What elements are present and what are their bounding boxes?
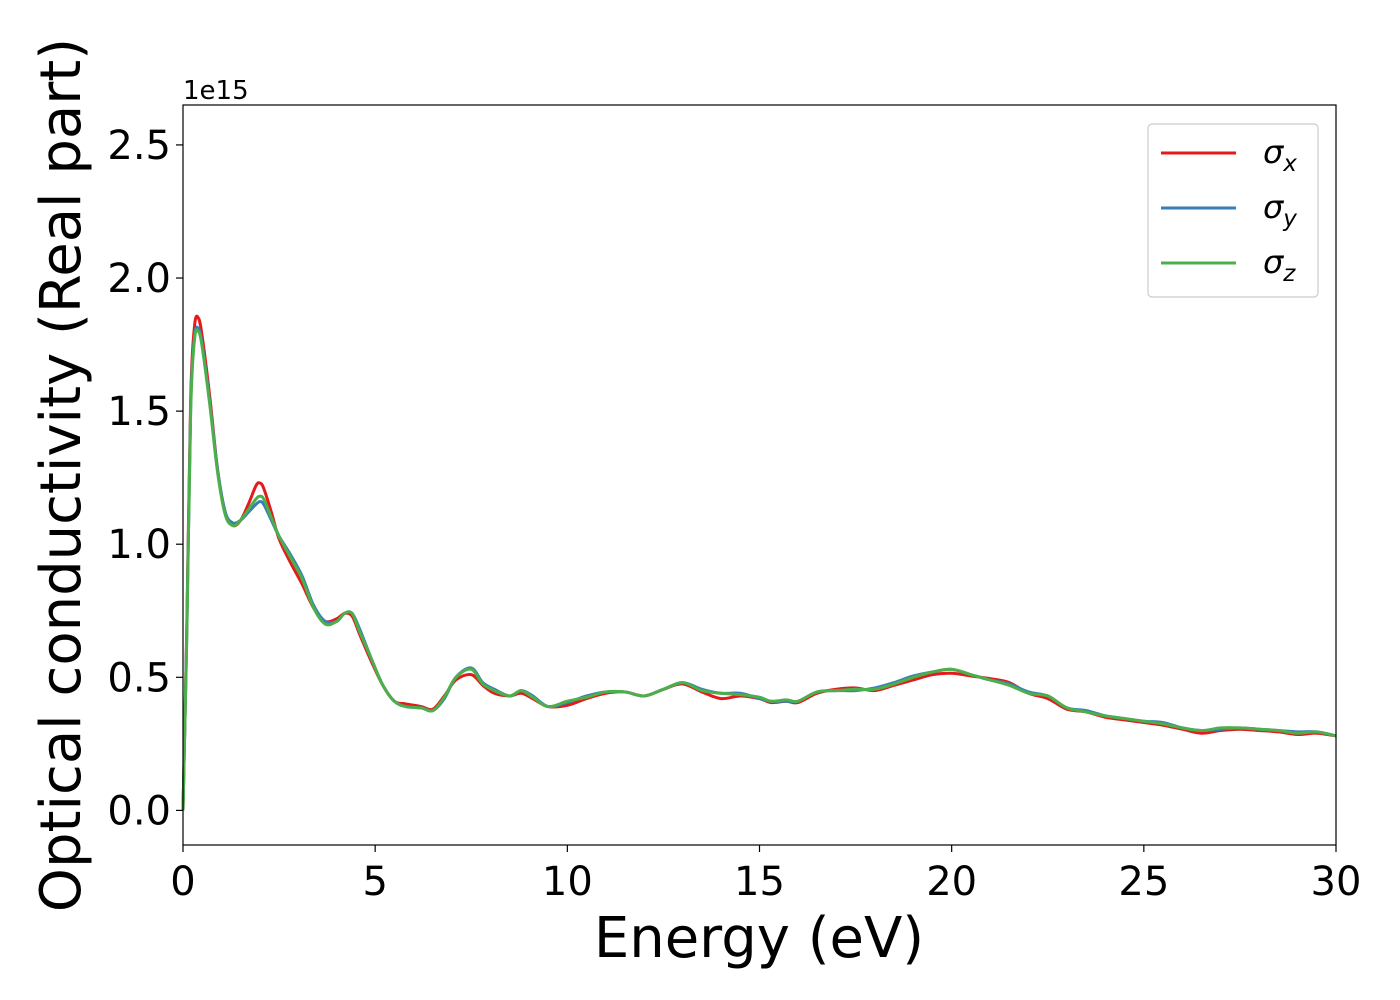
y-tick-label: 0.0: [107, 788, 171, 834]
legend-box: [1147, 123, 1319, 298]
series-line-z: [181, 328, 1337, 811]
y-tick-label: 1.5: [107, 389, 171, 435]
x-tick-label: 10: [542, 859, 593, 905]
x-axis: 0 5 10 15 20 25 30: [170, 845, 1361, 905]
legend-label-subscript: z: [1282, 261, 1296, 287]
legend-label-subscript: y: [1282, 206, 1297, 232]
legend-label-base: σ: [1263, 188, 1285, 226]
legend-label-y: σy: [1263, 188, 1297, 232]
legend-label-base: σ: [1263, 133, 1285, 171]
x-tick-label: 0: [170, 859, 195, 905]
y-tick-label: 2.5: [107, 123, 171, 169]
legend-label-subscript: x: [1282, 151, 1297, 177]
x-tick-label: 15: [734, 859, 785, 905]
x-axis-title: Energy (eV): [594, 906, 924, 971]
y-axis: 0.0 0.5 1.0 1.5 2.0 2.5: [107, 123, 183, 834]
y-offset-label: 1e15: [183, 76, 249, 106]
x-tick-label: 30: [1311, 859, 1362, 905]
legend-label-z: σz: [1263, 243, 1296, 287]
y-tick-label: 2.0: [107, 256, 171, 302]
x-tick-label: 20: [926, 859, 977, 905]
y-tick-label: 0.5: [107, 655, 171, 701]
legend-label-x: σx: [1263, 133, 1297, 177]
y-axis-title: Optical conductivity (Real part): [29, 38, 94, 912]
series-layer: [181, 314, 1337, 811]
legend-label-base: σ: [1263, 243, 1285, 281]
x-tick-label: 5: [362, 859, 387, 905]
y-tick-label: 1.0: [107, 522, 171, 568]
x-tick-label: 25: [1118, 859, 1169, 905]
